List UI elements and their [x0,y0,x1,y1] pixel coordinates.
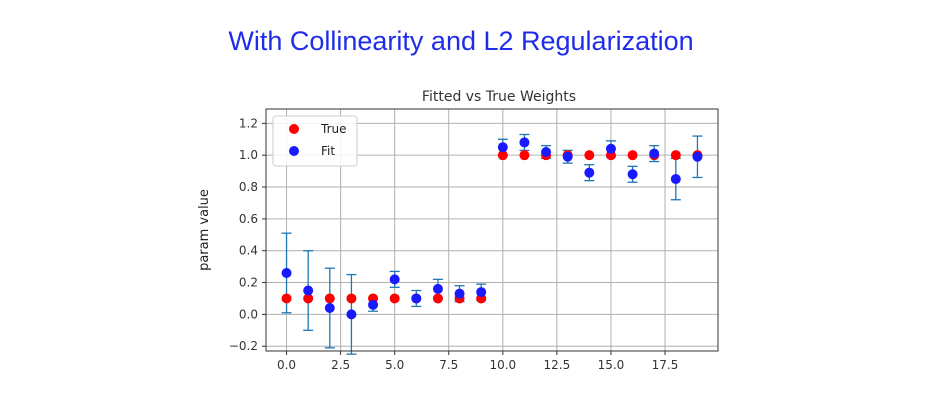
legend-marker [289,146,299,156]
legend-marker [289,124,299,134]
fit-point [692,151,703,162]
y-tick-label: 0.0 [239,307,258,321]
x-tick-label: 0.0 [277,358,296,372]
y-tick-label: 0.4 [239,244,258,258]
y-tick-label: −0.2 [229,339,258,353]
true-point [281,293,292,304]
x-tick-label: 15.0 [598,358,625,372]
legend-label: True [320,122,347,136]
fit-point [346,309,357,320]
fit-point [670,174,681,185]
fit-point [519,137,530,148]
slide-title: With Collinearity and L2 Regularization [228,26,694,56]
true-point [324,293,335,304]
fit-point [497,142,508,153]
fit-point [476,287,487,298]
true-point [432,293,443,304]
y-tick-label: 0.8 [239,180,258,194]
fit-point [389,274,400,285]
y-axis-title: param value [197,189,212,271]
true-point [303,293,314,304]
fit-point [411,293,422,304]
fit-point [541,146,552,157]
axis-ticks: 0.0 2.5 5.0 7.5 10.0 12.5 15.0 17.5 −0.2 0.0 0.2 0.… [229,116,679,372]
fit-point [324,303,335,314]
x-tick-label: 10.0 [489,358,516,372]
fit-point [649,148,660,159]
x-tick-label: 5.0 [385,358,404,372]
x-tick-label: 2.5 [331,358,350,372]
x-tick-label: 7.5 [439,358,458,372]
data-points [281,133,703,355]
true-point [519,150,530,161]
true-point [584,150,595,161]
grid-lines [266,109,718,351]
plot-title: Fitted vs True Weights [422,89,576,105]
y-tick-label: 0.2 [239,276,258,290]
fit-point [562,151,573,162]
legend-label: Fit [321,144,335,158]
y-tick-label: 1.0 [239,148,258,162]
x-tick-label: 12.5 [544,358,571,372]
fit-point [368,299,379,310]
fit-point [432,283,443,294]
fit-point [303,285,314,296]
fit-point [627,169,638,180]
true-point [670,150,681,161]
plot-frame [265,108,719,352]
y-tick-label: 0.6 [239,212,258,226]
true-point [346,293,357,304]
true-point [389,293,400,304]
fit-point [605,143,616,154]
y-tick-label: 1.2 [239,116,258,130]
fit-point [281,267,292,278]
x-tick-label: 17.5 [652,358,679,372]
true-point [627,150,638,161]
fit-point [584,167,595,178]
fit-point [454,288,465,299]
true-point [497,150,508,161]
legend: True Fit [272,115,358,167]
